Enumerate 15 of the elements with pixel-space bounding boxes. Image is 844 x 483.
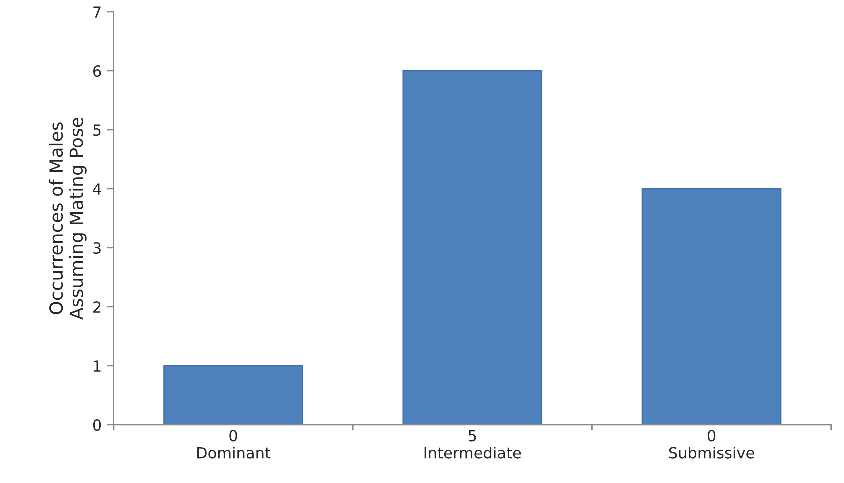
y-tick-label: 1 [94,360,101,372]
x-tick-label: 5 Intermediate [424,430,522,459]
y-tick-label: 2 [94,302,101,313]
x-tick-label: 0 Submissive [669,430,754,459]
y-tick-label: 5 [94,124,101,136]
y-tick-label: 4 [93,184,102,195]
x-tick-label: 0 Dominant [198,430,271,459]
bar [164,365,304,426]
y-tick-label: 3 [94,242,101,254]
bar [642,188,782,426]
y-axis-title: Occurrences of Males Assuming Mating Pose [49,118,87,320]
y-tick-label: 6 [93,66,102,78]
bar [402,70,543,426]
y-tick-label: 0 [93,420,102,432]
y-tick-label: 7 [94,6,101,18]
